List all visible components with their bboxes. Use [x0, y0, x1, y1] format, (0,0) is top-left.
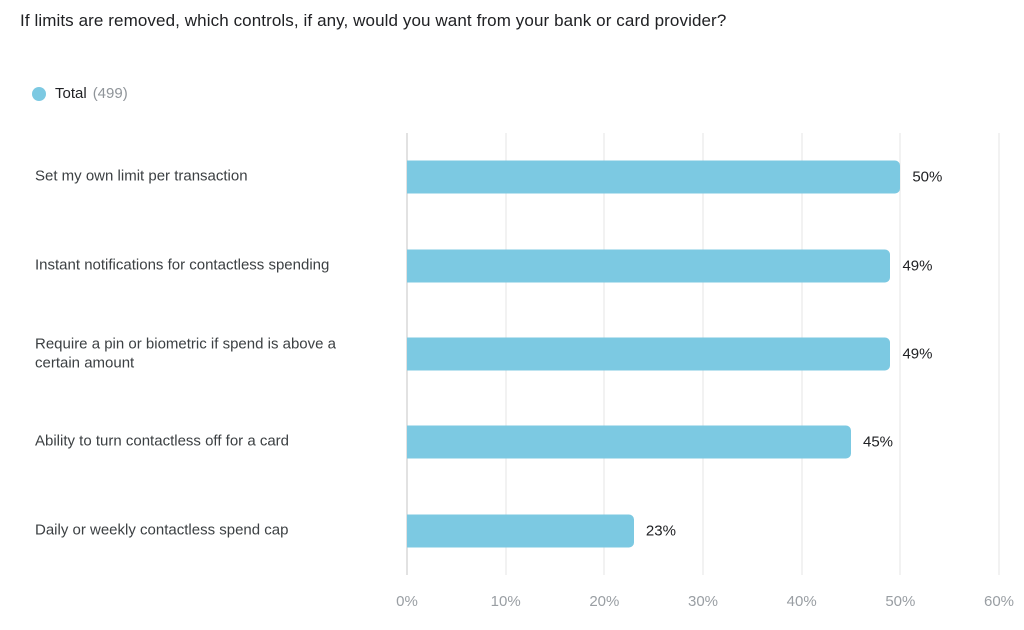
- gridline: [998, 133, 1000, 575]
- bar-track: 45%: [407, 425, 999, 459]
- bar-track: 50%: [407, 160, 999, 194]
- bar-row: Require a pin or biometric if spend is a…: [0, 310, 1024, 398]
- bar-row: Ability to turn contactless off for a ca…: [0, 398, 1024, 486]
- x-tick-label: 10%: [490, 593, 521, 610]
- bar-row: Daily or weekly contactless spend cap 23…: [0, 487, 1024, 575]
- bar: [407, 337, 891, 371]
- x-tick-label: 0%: [396, 593, 418, 610]
- bar-chart: Set my own limit per transaction 50% Ins…: [0, 133, 1024, 575]
- bar: [407, 514, 634, 548]
- bar-rows: Set my own limit per transaction 50% Ins…: [0, 133, 1024, 575]
- chart-title: If limits are removed, which controls, i…: [20, 11, 727, 30]
- category-label: Ability to turn contactless off for a ca…: [35, 433, 290, 451]
- bar-value-label: 23%: [645, 522, 676, 540]
- category-label: Set my own limit per transaction: [35, 167, 248, 185]
- category-label: Require a pin or biometric if spend is a…: [35, 335, 336, 372]
- bar-track: 49%: [407, 249, 999, 283]
- bar-value-label: 50%: [912, 168, 943, 186]
- x-tick-label: 40%: [786, 593, 817, 610]
- legend-dot-icon: [32, 86, 46, 101]
- bar-value-label: 49%: [902, 345, 933, 363]
- bar: [407, 425, 851, 459]
- legend: Total (499): [32, 85, 128, 102]
- gridline: [899, 133, 901, 575]
- bar-value-label: 45%: [863, 433, 894, 451]
- bar-track: 23%: [407, 514, 999, 548]
- category-label: Daily or weekly contactless spend cap: [35, 521, 289, 539]
- x-tick-label: 20%: [589, 593, 620, 610]
- x-tick-label: 50%: [885, 593, 916, 610]
- bar-track: 49%: [407, 337, 999, 371]
- legend-count: (499): [92, 85, 128, 102]
- x-tick-label: 30%: [687, 593, 719, 610]
- bar: [407, 249, 891, 283]
- bar: [407, 160, 901, 194]
- bar-value-label: 49%: [902, 257, 933, 275]
- x-axis: 0% 10% 20% 30% 40% 50% 60%: [396, 593, 1014, 615]
- x-tick-label: 60%: [983, 593, 1015, 610]
- category-label: Instant notifications for contactless sp…: [35, 256, 330, 274]
- bar-row: Instant notifications for contactless sp…: [0, 221, 1024, 309]
- legend-label: Total: [55, 85, 87, 102]
- bar-row: Set my own limit per transaction 50%: [0, 133, 1024, 221]
